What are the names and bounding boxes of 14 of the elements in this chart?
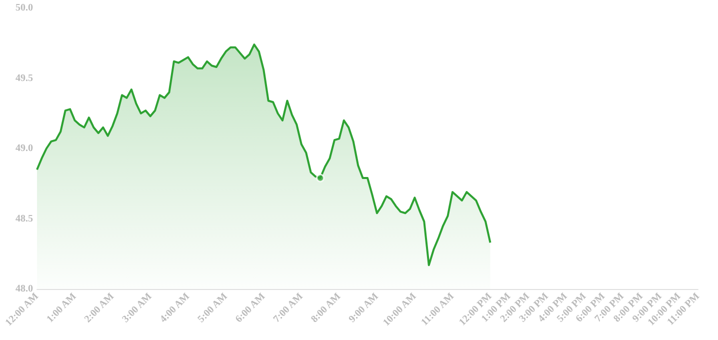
x-tick-label: 3:00 AM: [120, 290, 155, 325]
y-tick-label: 49.5: [16, 72, 33, 84]
x-tick-label: 8:00 AM: [309, 290, 344, 325]
x-tick-label: 2:00 AM: [82, 290, 117, 325]
x-tick-label: 1:00 AM: [44, 290, 80, 325]
y-tick-label: 48.0: [16, 284, 33, 294]
x-tick-label: 9:00 AM: [346, 290, 382, 325]
x-tick-label: 7:00 AM: [271, 290, 306, 325]
x-tick-label: 5:00 AM: [196, 290, 230, 325]
x-tick-label: 6:00 AM: [234, 290, 268, 325]
y-tick-label: 48.5: [16, 213, 33, 224]
y-tick-label: 49.0: [16, 143, 33, 154]
x-tick-label: 4:00 AM: [158, 290, 192, 325]
y-tick-label: 50.0: [16, 2, 33, 14]
